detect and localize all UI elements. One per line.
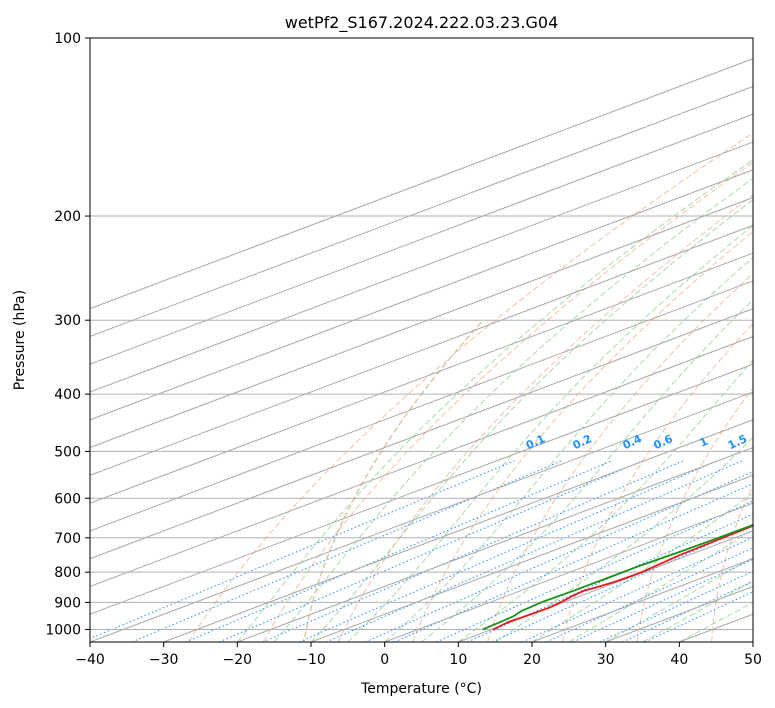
chart-title: wetPf2_S167.2024.222.03.23.G04 [285, 13, 559, 33]
moist-adiabat-line [310, 199, 753, 642]
mixing-ratio-line [218, 460, 643, 642]
mixing-ratio-label: 2 [756, 435, 768, 450]
x-tick-label: −40 [75, 652, 105, 668]
moist-adiabat-line [421, 299, 753, 642]
dry-adiabat-line [263, 161, 753, 642]
moist-adiabat-line [605, 556, 753, 642]
x-tick-label: 20 [523, 652, 541, 668]
y-axis: 100 200 300 400 500 600 700 800 900 1000 [45, 31, 90, 638]
mixing-ratio-line [185, 460, 612, 642]
x-tick-label: −30 [149, 652, 179, 668]
mixing-ratio-line [90, 460, 515, 640]
isotherm-line [90, 169, 753, 421]
isotherm-line [90, 280, 753, 532]
moist-adiabat-line [494, 436, 753, 642]
dry-adiabat-line [711, 483, 753, 642]
moist-adiabat-line [347, 224, 753, 642]
reference-line-labels: 0.10.20.40.611.52346810131620253036-100-… [524, 432, 768, 452]
x-tick-label: 40 [670, 652, 688, 668]
mixing-ratio-line [262, 460, 684, 642]
isotherm-line [90, 335, 753, 587]
isotherm-line [90, 197, 753, 449]
mixing-ratio-line [365, 471, 753, 642]
mixing-ratio-label: 0.1 [524, 432, 547, 452]
mixing-ratio-line [644, 591, 753, 642]
moist-adiabat-line [273, 177, 753, 642]
isotherm-line [458, 530, 753, 642]
isotherm-line [237, 447, 753, 642]
y-tick-label: 500 [54, 444, 81, 460]
x-tick-label: −20 [223, 652, 253, 668]
y-tick-label: 400 [54, 387, 81, 403]
plot-area: 0.10.20.40.611.52346810131620253036-100-… [90, 38, 768, 642]
dry-adiabat-line [337, 194, 753, 642]
x-tick-label: 50 [744, 652, 762, 668]
y-tick-label: 900 [54, 595, 81, 611]
y-tick-label: 600 [54, 491, 81, 507]
mixing-ratio-label: 0.6 [652, 432, 675, 452]
mixing-ratio-label: 1.5 [726, 432, 749, 452]
mixing-ratio-label: 0.4 [621, 432, 644, 452]
dry-adiabat-line [412, 230, 753, 642]
isotherm-line [163, 419, 753, 642]
dry-adiabat-line [188, 132, 753, 642]
dewpoint-profile-line [482, 524, 753, 631]
x-tick-label: 10 [449, 652, 467, 668]
mixing-ratio-line [546, 547, 753, 642]
y-axis-label: Pressure (hPa) [12, 290, 28, 390]
moist-adiabat-line [236, 159, 753, 642]
x-tick-label: −10 [296, 652, 326, 668]
isotherm-line [90, 308, 753, 560]
y-tick-label: 100 [54, 31, 81, 47]
dry-adiabat-line [487, 272, 753, 642]
isotherm-line [90, 391, 753, 642]
isotherm-line [90, 113, 753, 365]
moist-adiabat-line [384, 256, 753, 642]
isotherm-line [90, 363, 753, 615]
isotherm-line [90, 85, 753, 337]
sounding-profiles [482, 524, 753, 631]
y-tick-label: 200 [54, 209, 81, 225]
isotherm-line [90, 252, 753, 504]
isotherm-line [90, 224, 753, 476]
x-axis-label: Temperature (°C) [360, 681, 482, 697]
y-tick-label: 1000 [45, 622, 81, 638]
moist-adiabat-line [642, 580, 753, 642]
plot-frame [89, 37, 754, 643]
mixing-ratio-line [492, 524, 753, 642]
isotherm-line [90, 141, 753, 393]
x-tick-label: 0 [380, 652, 389, 668]
mixing-ratio-line [572, 558, 753, 642]
mixing-ratio-line [521, 536, 753, 642]
temperature-profile-line [492, 524, 753, 631]
mixing-ratio-line [467, 513, 753, 642]
moist-adiabats [236, 159, 753, 642]
isotherm-line [384, 502, 753, 642]
dry-adiabat-line [561, 322, 753, 642]
moist-adiabat-line [568, 528, 753, 642]
isotherm-line [90, 58, 753, 310]
y-tick-label: 300 [54, 313, 81, 329]
mixing-ratio-line [299, 460, 718, 642]
x-tick-label: 30 [597, 652, 615, 668]
isotherm-line [752, 641, 753, 642]
dry-adiabat-line [636, 386, 753, 642]
lcl-reference-line [303, 321, 482, 642]
moist-adiabat-line [458, 359, 753, 642]
x-axis: −40 −30 −20 −10 0 10 20 30 40 50 [75, 642, 762, 668]
skewed-isotherms [90, 58, 753, 642]
y-tick-label: 800 [54, 565, 81, 581]
y-tick-label: 700 [54, 531, 81, 547]
isotherm-line [310, 474, 753, 642]
